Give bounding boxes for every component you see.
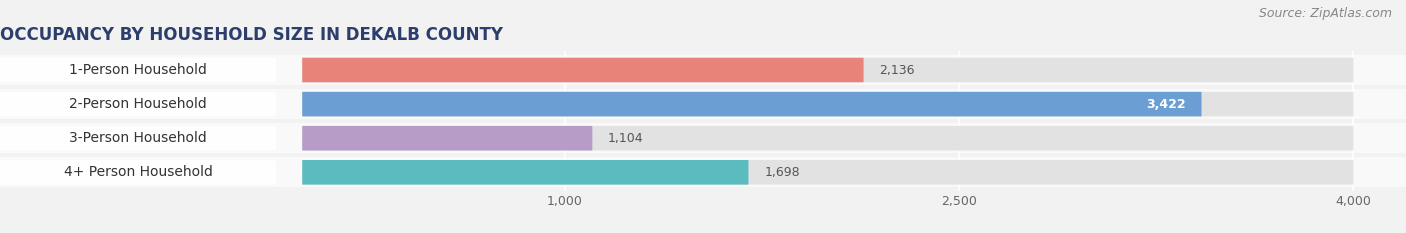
- FancyBboxPatch shape: [0, 157, 1406, 187]
- Text: 4+ Person Household: 4+ Person Household: [63, 165, 212, 179]
- FancyBboxPatch shape: [302, 58, 1354, 82]
- Text: 1,698: 1,698: [765, 166, 800, 179]
- FancyBboxPatch shape: [0, 92, 276, 116]
- FancyBboxPatch shape: [302, 92, 1202, 116]
- FancyBboxPatch shape: [302, 160, 1354, 185]
- FancyBboxPatch shape: [302, 126, 1354, 151]
- FancyBboxPatch shape: [302, 92, 1354, 116]
- FancyBboxPatch shape: [302, 58, 863, 82]
- Text: 1,104: 1,104: [609, 132, 644, 145]
- Text: 2,136: 2,136: [879, 64, 915, 76]
- FancyBboxPatch shape: [0, 89, 1406, 119]
- Text: Source: ZipAtlas.com: Source: ZipAtlas.com: [1258, 7, 1392, 20]
- Text: 1-Person Household: 1-Person Household: [69, 63, 207, 77]
- Text: OCCUPANCY BY HOUSEHOLD SIZE IN DEKALB COUNTY: OCCUPANCY BY HOUSEHOLD SIZE IN DEKALB CO…: [0, 26, 503, 45]
- FancyBboxPatch shape: [0, 55, 1406, 85]
- Text: 3,422: 3,422: [1146, 98, 1185, 111]
- FancyBboxPatch shape: [302, 160, 748, 185]
- FancyBboxPatch shape: [0, 126, 276, 151]
- FancyBboxPatch shape: [0, 160, 276, 185]
- FancyBboxPatch shape: [302, 126, 592, 151]
- FancyBboxPatch shape: [0, 58, 276, 82]
- Text: 3-Person Household: 3-Person Household: [69, 131, 207, 145]
- FancyBboxPatch shape: [0, 123, 1406, 153]
- Text: 2-Person Household: 2-Person Household: [69, 97, 207, 111]
